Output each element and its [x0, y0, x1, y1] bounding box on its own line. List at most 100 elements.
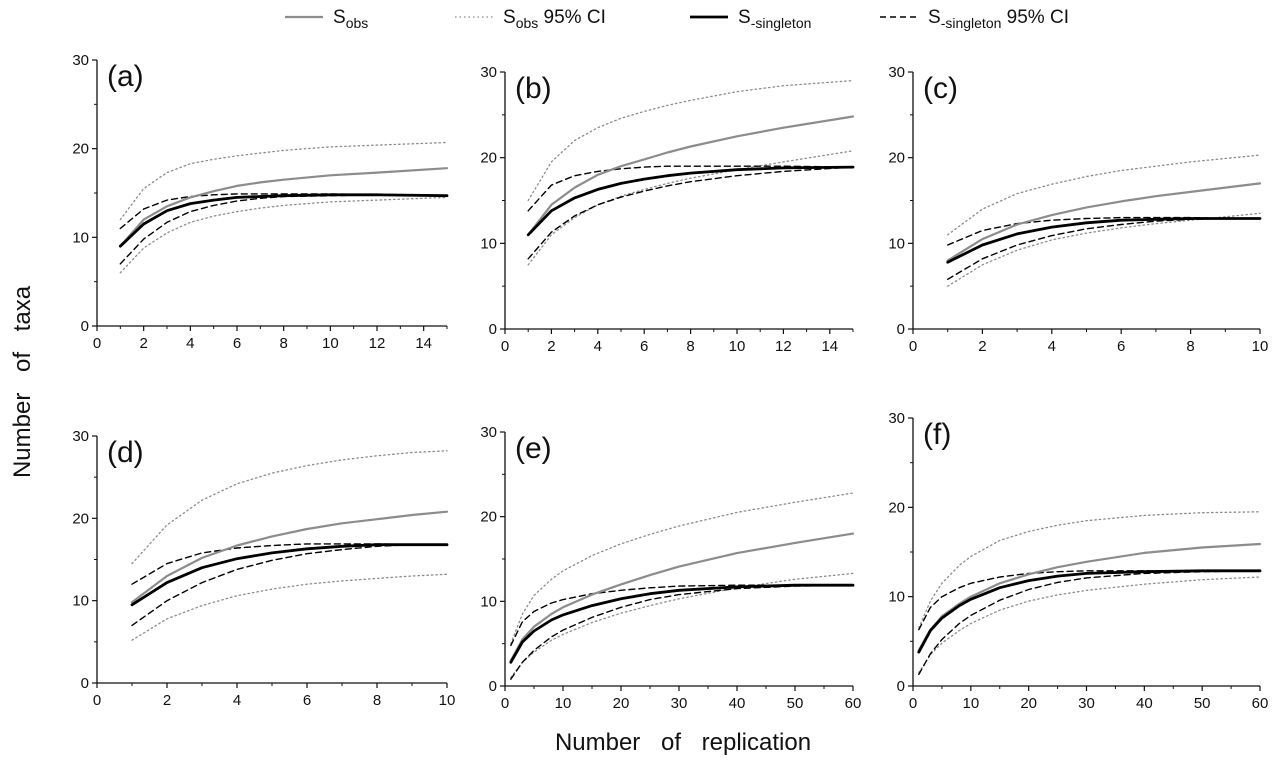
series-line-sobs-ci-lower — [131, 573, 448, 641]
y-tick-label: 0 — [897, 321, 905, 338]
x-tick-label: 2 — [547, 338, 555, 355]
legend-entry-sobs_ci: Sobs 95% CI — [455, 7, 606, 31]
panel-e: 0 10 20 30 40 50 60 0 10 20 30 (e) — [480, 424, 861, 712]
x-tick-label: 14 — [821, 338, 838, 355]
x-tick-label: 10 — [322, 335, 339, 352]
panel-a: 0 2 4 6 8 10 12 14 0 10 20 30 (a) — [72, 52, 449, 352]
x-tick-label: 20 — [613, 695, 630, 712]
x-tick-label: 0 — [501, 338, 509, 355]
series-line-sobs-ci-upper — [947, 154, 1261, 236]
panel-label: (b) — [515, 72, 552, 105]
y-tick-label: 10 — [480, 235, 497, 252]
series-line-sobs-ci-upper — [119, 141, 448, 221]
x-tick-label: 8 — [279, 335, 287, 352]
x-tick-label: 4 — [1048, 338, 1056, 355]
x-tick-label: 4 — [233, 692, 241, 709]
x-tick-label: 6 — [233, 335, 241, 352]
x-tick-label: 12 — [369, 335, 386, 352]
series-line-ssing — [130, 543, 449, 607]
x-tick-label: 8 — [686, 338, 694, 355]
legend-label-ssing_ci: S-singleton 95% CI — [928, 7, 1069, 31]
x-tick-label: 10 — [1252, 338, 1269, 355]
panel-label: (c) — [923, 72, 958, 105]
x-tick-label: 6 — [640, 338, 648, 355]
panel-c: 0 2 4 6 8 10 0 10 20 30 (c) — [888, 64, 1268, 355]
series-line-ssing-ci-lower — [527, 166, 854, 260]
y-tick-label: 20 — [480, 509, 497, 526]
series-line-sobs-ci-upper — [527, 79, 854, 202]
series-line-ssing — [509, 583, 855, 664]
legend: Sobs Sobs 95% CI S-singleton S-singleton 95… — [285, 7, 1069, 31]
series-line-sobs — [130, 510, 449, 604]
y-tick-label: 30 — [888, 64, 905, 81]
x-tick-label: 4 — [594, 338, 602, 355]
series-line-ssing — [917, 569, 1262, 654]
panel-d: 0 2 4 6 8 10 0 10 20 30 (d) — [72, 428, 455, 709]
y-tick-label: 20 — [888, 150, 905, 167]
x-tick-label: 10 — [962, 695, 979, 712]
series-line-sobs-ci-upper — [510, 492, 854, 645]
series-line-sobs-ci-upper — [131, 450, 448, 565]
y-tick-label: 30 — [72, 52, 89, 69]
y-tick-label: 20 — [72, 141, 89, 158]
panel-label: (f) — [923, 418, 951, 451]
series-line-sobs — [119, 167, 449, 248]
x-tick-label: 0 — [501, 695, 509, 712]
x-tick-label: 2 — [978, 338, 986, 355]
panel-b: 0 2 4 6 8 10 12 14 0 10 20 30 (b) — [480, 64, 855, 355]
y-tick-label: 10 — [888, 235, 905, 252]
y-tick-label: 30 — [480, 64, 497, 81]
x-tick-label: 4 — [186, 335, 194, 352]
series-line-sobs-ci-lower — [527, 150, 854, 266]
series-line-sobs — [509, 532, 855, 662]
x-tick-label: 40 — [729, 695, 746, 712]
x-tick-label: 2 — [139, 335, 147, 352]
y-tick-label: 0 — [489, 678, 497, 695]
y-tick-label: 10 — [480, 593, 497, 610]
x-tick-label: 50 — [787, 695, 804, 712]
series-line-sobs-ci-lower — [947, 212, 1261, 287]
x-tick-label: 30 — [1078, 695, 1095, 712]
legend-entry-ssing: S-singleton — [690, 7, 811, 31]
series-line-ssing — [118, 193, 449, 248]
y-tick-label: 0 — [81, 675, 89, 692]
y-axis-title: Number of taxa — [9, 285, 36, 478]
legend-label-sobs: Sobs — [333, 7, 368, 31]
series-line-sobs-ci-upper — [918, 511, 1261, 629]
y-tick-label: 0 — [897, 678, 905, 695]
y-tick-label: 10 — [888, 589, 905, 606]
y-tick-label: 20 — [480, 150, 497, 167]
x-tick-label: 14 — [415, 335, 432, 352]
x-tick-label: 6 — [1117, 338, 1125, 355]
x-tick-label: 60 — [1252, 695, 1269, 712]
x-tick-label: 30 — [671, 695, 688, 712]
series-line-sobs — [527, 115, 855, 236]
legend-entry-ssing_ci: S-singleton 95% CI — [880, 7, 1069, 31]
panel-label: (a) — [107, 60, 144, 93]
series-line-ssing — [946, 217, 1262, 264]
y-tick-label: 20 — [888, 499, 905, 516]
series-line-sobs — [917, 542, 1262, 652]
x-tick-label: 0 — [93, 692, 101, 709]
y-tick-label: 10 — [72, 593, 89, 610]
series-line-ssing-ci-lower — [918, 570, 1261, 676]
y-tick-label: 30 — [888, 410, 905, 427]
series-line-sobs-ci-lower — [119, 196, 448, 274]
legend-label-ssing: S-singleton — [738, 7, 811, 31]
x-tick-label: 8 — [373, 692, 381, 709]
panel-label: (e) — [515, 432, 552, 465]
x-tick-label: 12 — [775, 338, 792, 355]
series-line-ssing-ci-lower — [131, 544, 448, 627]
x-tick-label: 6 — [303, 692, 311, 709]
x-tick-label: 0 — [909, 695, 917, 712]
x-tick-label: 0 — [909, 338, 917, 355]
x-tick-label: 10 — [555, 695, 572, 712]
x-tick-label: 50 — [1194, 695, 1211, 712]
y-tick-label: 0 — [81, 318, 89, 335]
series-line-ssing-ci-lower — [510, 584, 854, 680]
y-tick-label: 0 — [489, 321, 497, 338]
panel-f: 0 10 20 30 40 50 60 0 10 20 30 (f) — [888, 410, 1268, 712]
x-tick-label: 20 — [1020, 695, 1037, 712]
